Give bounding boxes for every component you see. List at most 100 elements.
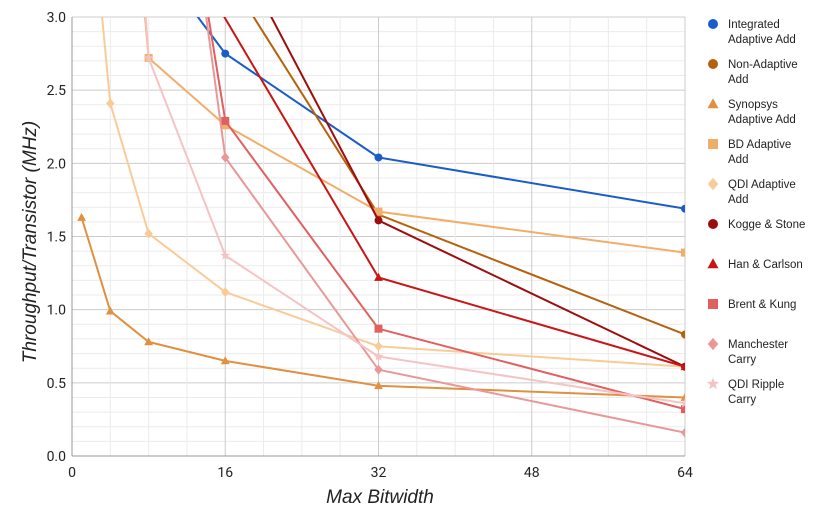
- y-axis-title: Throughput/Transistor (MHz): [20, 121, 41, 364]
- series-synopsys-adaptive-add: [77, 212, 685, 401]
- data-point: [77, 212, 86, 221]
- x-tick-label: 0: [68, 465, 76, 481]
- legend-item: Integrated Adaptive Add: [708, 19, 796, 46]
- y-tick-label: 0.5: [47, 376, 67, 392]
- data-point: [220, 250, 231, 260]
- x-tick-label: 48: [524, 465, 540, 481]
- legend-item: QDI Ripple Carry: [706, 377, 784, 406]
- legend-item: Manchester Carry: [707, 337, 788, 366]
- data-point: [221, 152, 230, 163]
- legend-label: Kogge & Stone: [728, 219, 805, 231]
- series-line: [223, 17, 685, 368]
- data-point: [144, 228, 153, 239]
- series-kogge-stone: [270, 17, 685, 371]
- series-line: [270, 17, 685, 368]
- legend-label: Add: [728, 194, 748, 206]
- y-tick-label: 3.0: [47, 10, 67, 26]
- series-han-carlson: [223, 17, 685, 371]
- data-point: [374, 207, 383, 216]
- legend-marker: [708, 299, 718, 309]
- y-tick-label: 2.5: [47, 83, 67, 99]
- data-point: [221, 116, 230, 125]
- legend-marker: [707, 337, 719, 351]
- legend-label: Add: [728, 154, 748, 166]
- legend-marker: [708, 139, 718, 149]
- data-point: [144, 337, 154, 346]
- x-axis-title: Max Bitwidth: [326, 487, 434, 508]
- legend-label: Adaptive Add: [728, 34, 796, 46]
- legend-item: BD Adaptive Add: [708, 139, 791, 166]
- data-point: [105, 306, 115, 315]
- series-line: [207, 17, 685, 411]
- data-point: [106, 98, 115, 109]
- data-point: [681, 330, 685, 339]
- data-point: [374, 364, 383, 375]
- legend-item: Non-Adaptive Add: [708, 59, 798, 86]
- data-point: [681, 204, 685, 213]
- legend-label: Carry: [728, 394, 756, 406]
- data-point: [221, 49, 230, 58]
- data-point: [374, 153, 383, 162]
- x-tick-label: 64: [677, 465, 693, 481]
- legend-marker: [708, 19, 718, 29]
- y-tick-label: 1.0: [47, 303, 67, 319]
- data-point: [143, 52, 154, 63]
- legend-marker: [706, 377, 720, 390]
- series-line: [80, 217, 685, 399]
- legend-label: Brent & Kung: [728, 299, 796, 311]
- series-qdi-adaptive-add: [101, 17, 685, 372]
- series-qdi-ripple-carry: [143, 17, 685, 408]
- axis-ticks: 0.0 0.5 1.0 1.5 2.0 2.5 3.0 0 16 32 48 64: [47, 10, 693, 481]
- data-point: [680, 392, 685, 401]
- legend-item: Kogge & Stone: [708, 219, 805, 231]
- y-tick-label: 1.5: [47, 230, 67, 246]
- legend-label: Synopsys: [728, 99, 778, 111]
- data-point: [374, 381, 383, 390]
- legend-item: Brent & Kung: [708, 299, 796, 311]
- legend-item: Han & Carlson: [707, 258, 803, 271]
- series-line: [205, 17, 685, 434]
- legend-marker: [707, 98, 719, 109]
- legend-label: Adaptive Add: [728, 114, 796, 126]
- x-tick-label: 32: [371, 465, 387, 481]
- series-layer: [77, 17, 685, 438]
- data-point: [221, 287, 230, 298]
- legend: Integrated Adaptive Add Non-Adaptive Add Syn…: [706, 19, 805, 406]
- series-line: [196, 17, 685, 210]
- x-tick-label: 16: [217, 465, 233, 481]
- legend-marker: [707, 177, 719, 191]
- data-point: [680, 362, 685, 371]
- data-point: [680, 427, 685, 438]
- data-point: [373, 351, 384, 361]
- legend-label: Integrated: [728, 19, 780, 31]
- legend-marker: [708, 59, 718, 69]
- legend-label: BD Adaptive: [728, 139, 791, 151]
- legend-item: Synopsys Adaptive Add: [707, 98, 796, 126]
- data-point: [681, 405, 685, 414]
- legend-label: QDI Adaptive: [728, 179, 796, 191]
- data-point: [681, 248, 685, 257]
- legend-label: Manchester: [728, 339, 788, 351]
- legend-label: QDI Ripple: [728, 379, 784, 391]
- series-line: [101, 17, 685, 368]
- series-manchester-carry: [205, 17, 685, 438]
- legend-label: Add: [728, 74, 748, 86]
- data-point: [680, 398, 685, 408]
- series-integrated-adaptive-add: [196, 17, 685, 213]
- series-brent-kung: [207, 17, 685, 414]
- data-point: [374, 272, 383, 281]
- data-point: [374, 216, 383, 225]
- data-point: [374, 341, 383, 352]
- series-non-adaptive-add: [252, 17, 685, 339]
- data-point: [221, 121, 230, 130]
- legend-item: QDI Adaptive Add: [707, 177, 796, 206]
- data-point: [220, 356, 230, 365]
- y-tick-label: 2.0: [47, 156, 67, 172]
- legend-label: Non-Adaptive: [728, 59, 798, 71]
- legend-label: Han & Carlson: [728, 259, 803, 271]
- legend-marker: [708, 219, 718, 229]
- y-tick-label: 0.0: [47, 449, 67, 465]
- legend-label: Carry: [728, 354, 756, 366]
- legend-marker: [707, 258, 719, 269]
